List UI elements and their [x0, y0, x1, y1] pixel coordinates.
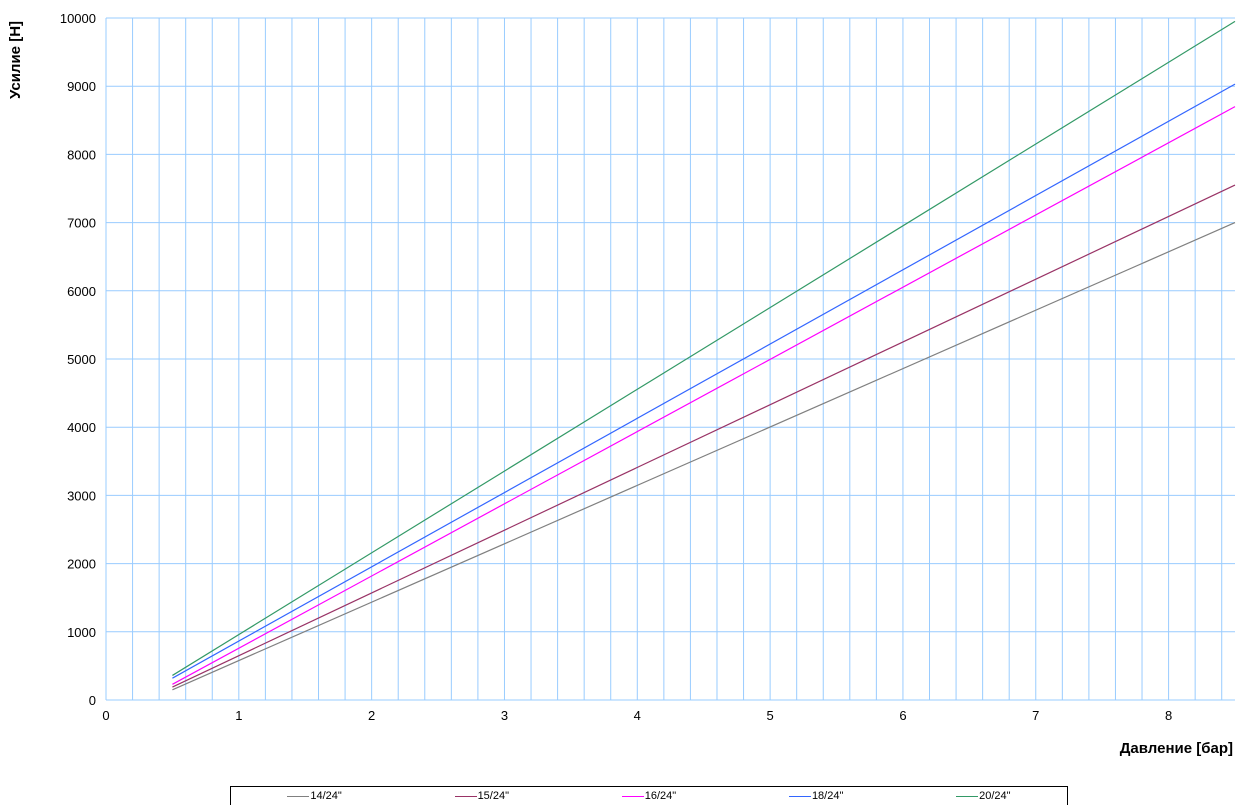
series-layer — [172, 20, 1236, 691]
y-tick-label: 5000 — [67, 352, 96, 367]
x-tick-label: 6 — [899, 708, 906, 723]
series-line — [172, 106, 1236, 685]
x-tick-label: 2 — [368, 708, 375, 723]
legend-item: 20/24" — [956, 790, 1011, 802]
x-tick-label: 1 — [235, 708, 242, 723]
legend: 14/24" 15/24" 16/24" 18/24" 20/24" — [230, 786, 1068, 805]
y-tick-label: 8000 — [67, 147, 96, 162]
y-tick-label: 3000 — [67, 488, 96, 503]
y-tick-label: 10000 — [60, 11, 96, 26]
series-line — [172, 184, 1236, 688]
legend-item: 16/24" — [621, 790, 677, 802]
x-tick-label: 8 — [1165, 708, 1172, 723]
series-line — [172, 222, 1236, 691]
y-tick-label: 6000 — [67, 284, 96, 299]
legend-swatch — [287, 795, 310, 797]
y-tick-label: 2000 — [67, 557, 96, 572]
legend-swatch — [454, 795, 477, 797]
x-tick-label: 4 — [634, 708, 641, 723]
series-line — [172, 83, 1236, 679]
chart: 0 1 2 3 4 5 6 7 8 0 1000 2000 3000 4000 5000 6000 7000 8… — [7, 11, 1236, 757]
legend-item: 18/24" — [788, 790, 844, 802]
plot-area — [105, 18, 1235, 701]
x-tick-label: 3 — [501, 708, 508, 723]
legend-label: 16/24" — [644, 790, 677, 802]
y-tick-label: 1000 — [67, 625, 96, 640]
x-tick-label: 5 — [767, 708, 774, 723]
legend-swatch — [621, 795, 644, 797]
series-line — [172, 20, 1236, 676]
legend-label: 20/24" — [979, 790, 1011, 802]
y-tick-label: 9000 — [67, 79, 96, 94]
legend-label: 14/24" — [310, 790, 342, 802]
x-tick-label: 0 — [102, 708, 109, 723]
y-tick-label: 4000 — [67, 420, 96, 435]
y-axis-title: Усилие [Н] — [7, 21, 24, 99]
x-tick-label: 7 — [1032, 708, 1039, 723]
x-axis-title: Давление [бар] — [1120, 740, 1233, 757]
legend-label: 18/24" — [811, 790, 844, 802]
grid — [106, 17, 1235, 700]
legend-swatch — [788, 795, 811, 797]
legend-item: 15/24" — [454, 790, 509, 802]
y-tick-label: 0 — [89, 693, 96, 708]
legend-swatch — [956, 795, 979, 797]
y-tick-labels: 0 1000 2000 3000 4000 5000 6000 7000 8000 9000 100… — [60, 11, 96, 708]
y-tick-label: 7000 — [67, 216, 96, 231]
legend-label: 15/24" — [477, 790, 509, 802]
legend-item: 14/24" — [287, 790, 342, 802]
x-tick-labels: 0 1 2 3 4 5 6 7 8 — [102, 708, 1172, 723]
